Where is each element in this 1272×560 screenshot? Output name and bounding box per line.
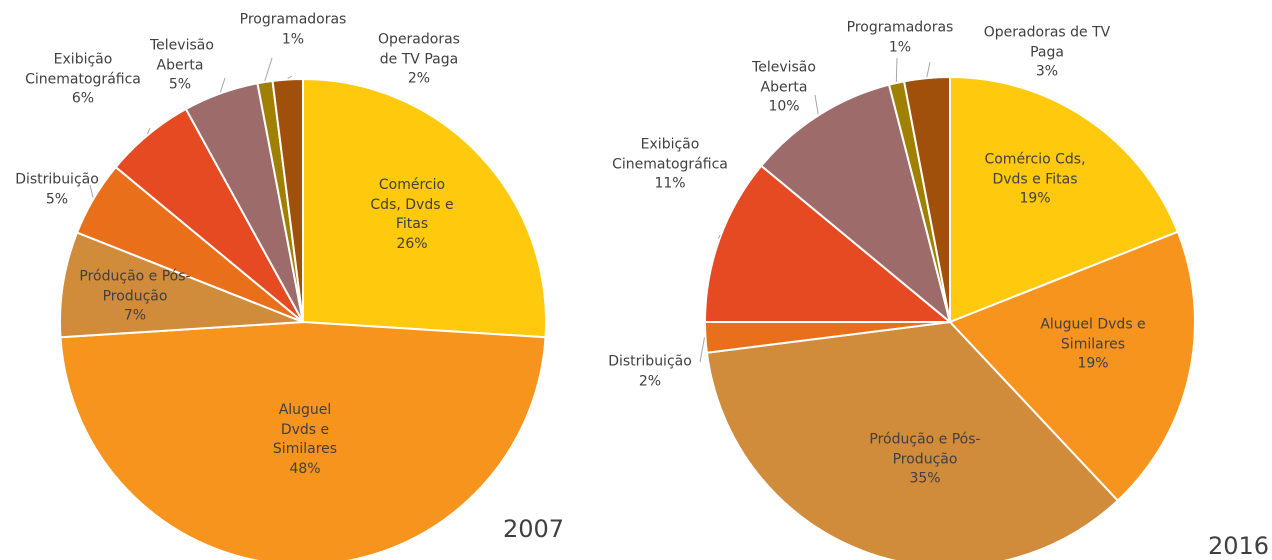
slice-name: Aluguel Dvds e Similares [272, 401, 338, 457]
slice-value: 19% [1019, 190, 1051, 207]
slice-name: Exibição Cinematográfica [25, 51, 141, 88]
slice-value: 2% [407, 70, 431, 87]
slice-name: Aluguel Dvds e Similares [1040, 316, 1146, 353]
pie-slice [59, 231, 304, 339]
leader-line [264, 57, 273, 82]
leader-line [699, 337, 705, 363]
pie-slice [302, 77, 547, 339]
slice-label: Exibição Cinematográfica 6% [8, 51, 158, 110]
slice-value: 7% [123, 307, 147, 324]
slice-name: Pródução e Pós-Produção [79, 268, 191, 305]
pie-slice [759, 83, 952, 325]
slice-label: Aluguel Dvds e Similares 48% [265, 401, 345, 479]
slice-label: Pródução e Pós-Produção 7% [75, 268, 195, 327]
pie-slice [949, 75, 1180, 324]
slice-label: Pródução e Pós-Produção 35% [855, 431, 995, 490]
slice-value: 3% [1035, 63, 1059, 80]
slice-name: Operadoras de TV Paga [983, 24, 1111, 61]
slice-name: Operadoras de TV Paga [378, 31, 460, 68]
slice-value: 2% [638, 373, 662, 389]
slice-name: Comércio Cds, Dvds e Fitas [370, 176, 454, 232]
slice-label: Operadoras de TV Paga 3% [972, 24, 1122, 83]
pie-slice [705, 320, 1120, 560]
slice-name: Exibição Cinematográfica [612, 136, 728, 173]
leader-line [89, 184, 94, 198]
pie-slice [271, 77, 304, 323]
slice-value: 19% [1077, 355, 1109, 372]
pie-slice [59, 320, 547, 560]
slice-label: Exibição Cinematográfica 11% [595, 136, 745, 195]
slice-name: Distribuição [608, 353, 692, 370]
leader-line [814, 94, 819, 115]
leader-line [287, 75, 293, 79]
slice-label: Distribuição 5% [2, 170, 112, 209]
slice-name: Distribuição [15, 171, 99, 188]
slice-value: 6% [71, 90, 95, 107]
slice-value: 1% [281, 31, 305, 47]
slice-value: 10% [768, 98, 800, 115]
slice-value: 1% [888, 39, 912, 55]
leader-line [926, 61, 931, 78]
pie-slice [703, 164, 953, 323]
slice-label: Programadoras 1% [223, 10, 363, 49]
slice-name: Pródução e Pós-Produção [869, 431, 981, 468]
slice-value: 35% [909, 470, 941, 487]
slice-value: 11% [654, 175, 686, 192]
slice-name: Televisão Aberta [150, 37, 214, 74]
slice-name: Programadoras [239, 11, 347, 28]
slice-value: 5% [45, 191, 69, 207]
slice-value: 5% [168, 76, 192, 93]
slice-label: Distribuição 2% [595, 352, 705, 391]
pie-slice [948, 230, 1196, 503]
slice-label: Programadoras 1% [830, 18, 970, 57]
leader-line [219, 77, 226, 93]
leader-line [895, 57, 898, 82]
slice-value: 48% [289, 460, 321, 477]
slice-name: Comércio Cds, Dvds e Fitas [984, 151, 1086, 188]
leader-line [147, 127, 151, 135]
slice-name: Televisão Aberta [752, 59, 816, 96]
pie-slice [902, 75, 951, 323]
leader-line [718, 234, 721, 239]
chart-title: 2016 [1208, 532, 1270, 560]
slice-label: Comércio Cds, Dvds e Fitas 19% [970, 151, 1100, 210]
slice-label: Aluguel Dvds e Similares 19% [1028, 316, 1158, 375]
slice-label: Televisão Aberta 5% [150, 37, 214, 96]
slice-label: Comércio Cds, Dvds e Fitas 26% [362, 176, 462, 254]
slice-label: Televisão Aberta 10% [744, 59, 824, 118]
chart-title: 2007 [503, 515, 565, 543]
slice-name: Programadoras [846, 19, 954, 36]
slice-value: 26% [396, 235, 428, 252]
slice-label: Operadoras de TV Paga 2% [369, 31, 469, 90]
